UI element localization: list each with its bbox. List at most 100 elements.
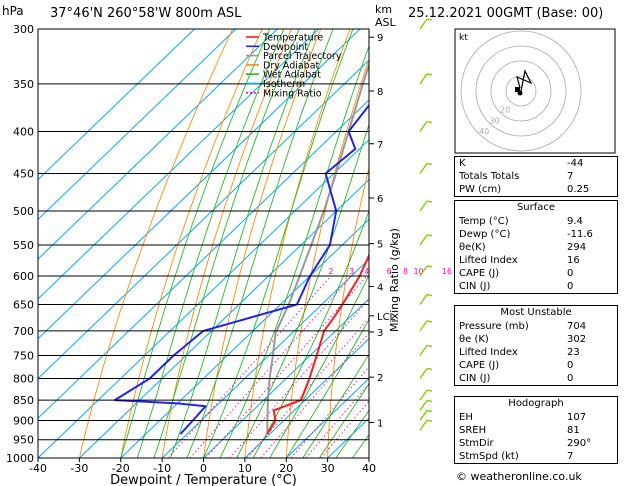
legend-entry: Wet Adiabat — [263, 70, 321, 81]
parcel-trajectory-line — [266, 61, 369, 435]
dry-adiabat-line — [368, 426, 369, 458]
row-label: PW (cm) — [459, 184, 502, 195]
isotherm-line — [244, 337, 369, 458]
legend-entry: Mixing Ratio — [263, 88, 322, 99]
table-row: Temp (°C) 9.4 — [455, 215, 617, 228]
wind-barb — [419, 265, 433, 277]
wind-barb — [419, 320, 433, 332]
isotherm-line — [79, 178, 369, 458]
row-value: -11.6 — [567, 229, 593, 240]
wind-barb — [419, 419, 433, 431]
row-value: 0 — [567, 281, 574, 292]
wind-barb — [419, 367, 433, 379]
pressure-tick-label: 950 — [13, 434, 34, 447]
hodograph-unit-label: kt — [459, 33, 468, 43]
pressure-tick-label: 550 — [13, 239, 34, 252]
wet-adiabat-line — [169, 29, 316, 458]
x-tick-label: 10 — [238, 462, 252, 475]
mixing-ratio-line — [246, 317, 369, 458]
x-tick-label: 0 — [200, 462, 207, 475]
row-label: SREH — [459, 425, 487, 436]
km-tick-label: 6 — [377, 194, 383, 205]
km-tick-label: 2 — [377, 373, 383, 384]
row-label: CIN (J) — [459, 373, 491, 384]
row-value: 9.4 — [567, 216, 583, 227]
x-tick-label: 20 — [279, 462, 293, 475]
most-unstable-title: Most Unstable — [500, 307, 572, 318]
row-value: 0 — [567, 360, 574, 371]
datetime-title: 25.12.2021 00GMT (Base: 00) — [408, 6, 604, 21]
location-title: 37°46'N 260°58'W 800m ASL — [50, 6, 242, 21]
isotherm-line — [38, 29, 278, 260]
hodograph-marker — [515, 87, 520, 92]
table-row: θe(K) 294 — [455, 241, 617, 254]
pressure-tick-label: 450 — [13, 167, 34, 180]
mixing-ratio-line — [260, 332, 369, 458]
row-value: 7 — [567, 451, 574, 462]
hodograph-frame — [454, 28, 616, 154]
copyright-footer[interactable]: © weatheronline.co.uk — [456, 470, 582, 483]
pressure-tick-label: 650 — [13, 299, 34, 312]
most-unstable-table: Most Unstable Pressure (mb) 704 θe (K) 302… — [454, 305, 618, 386]
x-tick-label: 30 — [321, 462, 335, 475]
table-row: PW (cm) 0.25 — [455, 183, 617, 196]
pressure-tick-label: 400 — [13, 126, 34, 139]
hodograph-ring — [460, 30, 582, 152]
row-value: 0.25 — [567, 184, 590, 195]
table-row: CAPE (J) 0 — [455, 267, 617, 280]
wet-adiabat-line — [153, 29, 300, 458]
isotherm-line — [38, 99, 369, 419]
hodograph-table: Hodograph EH 107 SREH 81 StmDir 290° StmSpd… — [454, 396, 618, 464]
row-label: CAPE (J) — [459, 268, 500, 279]
mixing-ratio-label: 6 — [387, 267, 392, 276]
row-value: 81 — [567, 425, 580, 436]
wet-adiabat-line — [302, 353, 369, 458]
isotherm-line — [38, 59, 369, 380]
wind-barb — [419, 399, 433, 411]
mixing-ratio-line — [167, 275, 332, 458]
x-tick-label: -20 — [112, 462, 130, 475]
wet-adiabat-line — [236, 122, 369, 458]
table-row: Dewp (°C) -11.6 — [455, 228, 617, 241]
row-label: StmDir — [459, 438, 494, 449]
table-row: CIN (J) 0 — [455, 372, 617, 385]
row-value: 0 — [567, 268, 574, 279]
wind-barb — [419, 18, 433, 30]
wind-barb — [419, 200, 433, 212]
row-value: 23 — [567, 347, 580, 358]
table-row: θe (K) 302 — [455, 333, 617, 346]
wet-adiabat-line — [269, 273, 369, 458]
row-value: 302 — [567, 334, 587, 345]
mixing-ratio-line — [189, 275, 352, 458]
table-row: SREH 81 — [455, 424, 617, 437]
isotherm-line — [38, 29, 237, 220]
hodograph-ring — [505, 75, 537, 107]
dry-adiabat-line — [78, 29, 234, 458]
wind-barb — [419, 120, 433, 132]
mixing-ratio-line — [205, 275, 368, 458]
hodograph-ring-label: 40 — [479, 127, 489, 136]
km-tick-label: LCL — [377, 312, 396, 323]
hodograph-trace — [516, 69, 533, 92]
wet-adiabat-line — [252, 209, 369, 458]
km-tick-label: 9 — [377, 33, 383, 44]
hodograph-ring — [490, 60, 552, 122]
legend-entry: Temperature — [262, 33, 323, 44]
x-tick-label: -30 — [70, 462, 88, 475]
hodograph-ring — [475, 45, 567, 137]
surface-title: Surface — [516, 202, 556, 213]
x-tick-label: -10 — [153, 462, 171, 475]
km-tick-label: 3 — [377, 328, 383, 339]
row-label: CAPE (J) — [459, 360, 500, 371]
km-tick-label: 5 — [377, 240, 383, 251]
mixing-ratio-line — [229, 298, 369, 458]
wind-barb — [419, 389, 433, 401]
table-row: EH 107 — [455, 411, 617, 424]
pressure-tick-label: 850 — [13, 394, 34, 407]
wind-barb — [419, 409, 433, 421]
isotherm-line — [203, 298, 369, 458]
mixing-ratio-axis-title: Mixing Ratio (g/kg) — [388, 228, 401, 332]
pressure-tick-label: 700 — [13, 325, 34, 338]
hodograph-title: Hodograph — [508, 398, 564, 409]
x-tick-label: -40 — [29, 462, 47, 475]
